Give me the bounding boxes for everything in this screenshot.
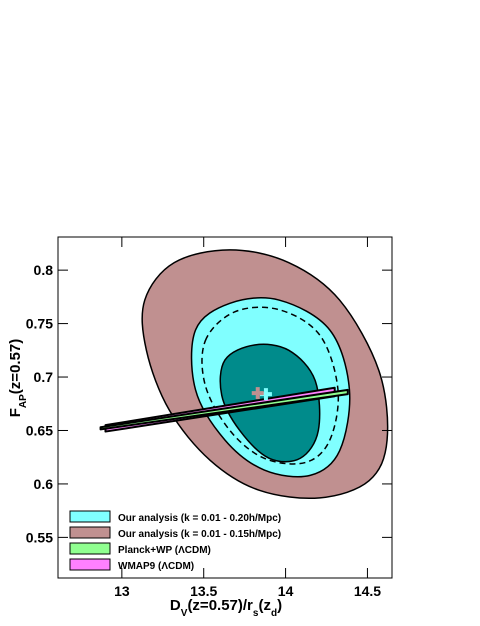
legend-label: WMAP9 (ΛCDM) [118, 561, 194, 572]
legend-label: Planck+WP (ΛCDM) [118, 545, 211, 556]
x-tick-label: 14 [278, 583, 294, 599]
best-fit-cross [259, 388, 272, 401]
x-label-part: D [170, 597, 181, 614]
contour [201, 306, 340, 465]
x-label-part: ) [277, 597, 282, 614]
x-label-part: V [181, 608, 188, 619]
y-label-part: F [7, 408, 24, 417]
legend-swatch [69, 510, 111, 523]
x-axis-label: DV(z=0.57)/rs(zd) [170, 597, 282, 619]
legend-label: Our analysis (k = 0.01 - 0.15h/Mpc) [118, 529, 281, 540]
y-tick-label: 0.7 [34, 369, 54, 385]
x-label-part: d [271, 608, 277, 619]
y-axis-label: FAP(z=0.57) [7, 339, 29, 418]
plot-area [99, 249, 389, 499]
x-label-part: s [253, 608, 259, 619]
x-tick-label: 13 [114, 583, 130, 599]
x-label-part: (z=0.57)/r [187, 597, 253, 614]
legend-swatch [69, 558, 111, 571]
legend-swatch [69, 526, 111, 539]
x-tick-label: 13.5 [190, 583, 217, 599]
legend-swatch [69, 542, 111, 555]
x-label-part: (z [258, 597, 271, 614]
x-tick-label: 14.5 [354, 583, 381, 599]
best-fit-cross [251, 387, 264, 400]
y-tick-label: 0.55 [26, 529, 53, 545]
contour [99, 388, 349, 431]
y-label-part: AP [18, 394, 29, 408]
y-label-part: (z=0.57) [7, 339, 24, 394]
y-tick-label: 0.8 [34, 262, 54, 278]
y-tick-label: 0.65 [26, 422, 53, 438]
y-tick-label: 0.75 [26, 316, 53, 332]
y-tick-label: 0.6 [34, 476, 54, 492]
legend-label: Our analysis (k = 0.01 - 0.20h/Mpc) [118, 513, 281, 524]
